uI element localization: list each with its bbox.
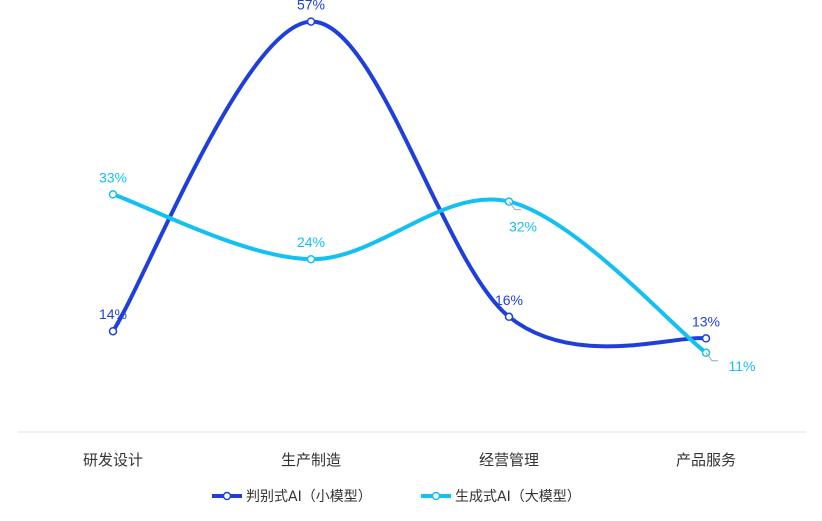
legend-swatch-marker [222, 491, 232, 501]
data-point [108, 190, 118, 199]
data-label: 11% [729, 358, 756, 374]
data-label: 33% [99, 169, 127, 185]
data-point [108, 326, 118, 336]
data-point [701, 334, 711, 343]
data-label: 14% [99, 306, 127, 322]
series-line-2 [111, 192, 708, 355]
data-label: 24% [297, 234, 325, 250]
data-label: 57% [297, 0, 325, 13]
series-lines [111, 19, 708, 355]
x-axis-ticks: 研发设计 生产制造 经营管理 产品服务 [83, 451, 736, 469]
x-tick-label: 生产制造 [281, 451, 341, 469]
x-tick-label: 研发设计 [83, 451, 143, 469]
series-data-labels: 14% 57% 16% 13% 33% 24% 32% 11% [99, 0, 756, 374]
data-point [504, 312, 514, 322]
series-line-1 [111, 19, 708, 349]
legend-label: 判别式AI（小模型） [246, 489, 372, 505]
series-points [108, 17, 711, 358]
data-label: 16% [495, 292, 523, 308]
data-label: 13% [692, 313, 720, 329]
data-label: 32% [509, 219, 537, 235]
x-tick-label: 经营管理 [479, 451, 539, 469]
label-leader-line [508, 201, 521, 211]
legend: 判别式AI（小模型） 生成式AI（大模型） [212, 489, 581, 505]
legend-swatch-marker [431, 491, 441, 501]
data-point [306, 254, 316, 264]
legend-label: 生成式AI（大模型） [455, 489, 581, 505]
x-tick-label: 产品服务 [676, 451, 736, 469]
label-leader-line [705, 352, 718, 362]
data-point [306, 17, 316, 26]
